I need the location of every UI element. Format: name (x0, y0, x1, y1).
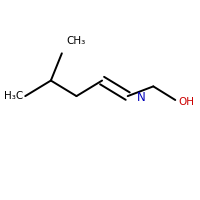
Text: N: N (137, 91, 146, 104)
Text: H₃C: H₃C (4, 91, 23, 101)
Text: OH: OH (178, 97, 194, 107)
Text: CH₃: CH₃ (66, 36, 86, 46)
